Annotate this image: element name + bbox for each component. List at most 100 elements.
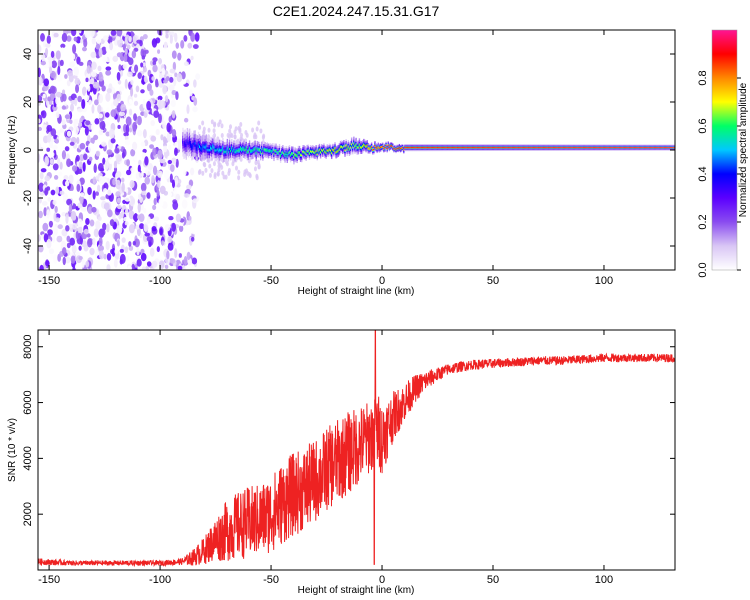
heatmap-cell xyxy=(116,197,121,204)
heatmap-cell xyxy=(516,147,518,149)
heatmap-cell xyxy=(53,212,57,222)
heatmap-cell xyxy=(645,147,647,149)
heatmap-cell xyxy=(555,147,557,149)
heatmap-cell xyxy=(85,218,90,226)
heatmap-cell xyxy=(332,149,334,151)
heatmap-cell xyxy=(389,145,392,147)
heatmap-cell xyxy=(116,239,120,247)
heatmap-cell xyxy=(64,180,70,187)
heatmap-cell xyxy=(81,46,87,52)
heatmap-cell xyxy=(38,210,43,219)
heatmap-cell xyxy=(178,225,184,232)
heatmap-cell xyxy=(532,147,535,149)
heatmap-cell xyxy=(162,136,167,145)
heatmap-cell xyxy=(167,192,173,197)
snr-frame xyxy=(37,329,676,571)
heatmap-cell xyxy=(254,147,256,150)
heatmap-cell xyxy=(140,182,147,192)
heatmap-cell xyxy=(317,150,320,152)
heatmap-cell xyxy=(235,150,237,153)
heatmap-cell xyxy=(49,85,56,94)
heatmap-cell xyxy=(75,154,80,162)
heatmap-cell xyxy=(112,55,119,62)
heatmap-cell xyxy=(181,71,186,80)
heatmap-cell xyxy=(201,120,205,126)
heatmap-cell xyxy=(460,147,463,149)
heatmap-cell xyxy=(455,147,457,149)
heatmap-cell xyxy=(106,264,111,270)
heatmap-cell xyxy=(233,148,235,151)
heatmap-cell xyxy=(186,104,190,115)
heatmap-cell xyxy=(125,169,132,176)
heatmap-cell xyxy=(468,147,470,149)
heatmap-cell xyxy=(51,145,58,150)
heatmap-cell xyxy=(428,147,431,149)
heatmap-cell xyxy=(292,153,294,155)
heatmap-cell xyxy=(324,151,326,153)
heatmap-cell xyxy=(76,136,80,145)
heatmap-cell xyxy=(80,250,85,257)
heatmap-cell xyxy=(231,147,233,150)
heatmap-cell xyxy=(133,93,138,98)
heatmap-cell xyxy=(98,216,102,221)
heatmap-cell xyxy=(571,147,574,149)
y-tick-label: -20 xyxy=(22,190,34,206)
heatmap-cell xyxy=(118,226,122,235)
heatmap-cell xyxy=(459,147,462,149)
heatmap-cell xyxy=(421,147,424,149)
heatmap-cell xyxy=(598,147,600,149)
heatmap-cell xyxy=(463,147,465,149)
heatmap-cell xyxy=(342,147,344,149)
heatmap-cell xyxy=(150,119,155,127)
heatmap-cell xyxy=(263,148,265,151)
heatmap-cell xyxy=(612,147,615,149)
heatmap-cell xyxy=(586,147,588,149)
heatmap-cell xyxy=(658,147,660,149)
heatmap-cell xyxy=(133,100,139,106)
heatmap-cell xyxy=(243,169,247,175)
heatmap-cell xyxy=(38,142,42,151)
heatmap-cell xyxy=(418,147,421,149)
heatmap-cell xyxy=(464,147,466,149)
heatmap-cell xyxy=(651,147,654,149)
heatmap-cell xyxy=(192,44,199,49)
heatmap-cell xyxy=(183,34,188,42)
heatmap-cell xyxy=(669,147,671,149)
heatmap-cell xyxy=(61,32,68,43)
y-tick-label: 2000 xyxy=(22,502,34,526)
heatmap-cell xyxy=(541,147,544,149)
heatmap-cell xyxy=(93,81,99,89)
heatmap-cell xyxy=(200,147,202,150)
heatmap-cell xyxy=(92,237,96,246)
heatmap-cell xyxy=(104,112,110,118)
heatmap-noise-cells xyxy=(38,30,266,270)
heatmap-cell xyxy=(225,150,227,153)
heatmap-cell xyxy=(430,147,433,149)
heatmap-cell xyxy=(144,176,151,185)
heatmap-cell xyxy=(91,122,95,132)
heatmap-cell xyxy=(426,147,428,149)
heatmap-cell xyxy=(162,84,167,95)
heatmap-cell xyxy=(399,148,402,150)
heatmap-cell xyxy=(87,238,93,248)
heatmap-cell xyxy=(71,215,77,221)
heatmap-cell xyxy=(83,153,88,161)
heatmap-cell xyxy=(101,46,107,55)
heatmap-cell xyxy=(89,247,95,256)
heatmap-cell xyxy=(47,96,52,102)
heatmap-cell xyxy=(453,147,455,149)
heatmap-cell xyxy=(55,96,60,105)
x-tick-label: -100 xyxy=(149,275,171,287)
heatmap-cell xyxy=(319,151,322,154)
heatmap-cell xyxy=(601,147,604,149)
heatmap-cell xyxy=(117,204,122,210)
heatmap-cell xyxy=(413,147,415,149)
heatmap-cell xyxy=(313,151,315,153)
heatmap-cell xyxy=(386,148,388,150)
heatmap-cell xyxy=(158,197,164,207)
heatmap-cell xyxy=(127,57,134,66)
heatmap-cell xyxy=(579,147,581,149)
heatmap-cell xyxy=(56,235,63,243)
heatmap-cell xyxy=(608,147,610,149)
heatmap-cell xyxy=(44,175,51,182)
